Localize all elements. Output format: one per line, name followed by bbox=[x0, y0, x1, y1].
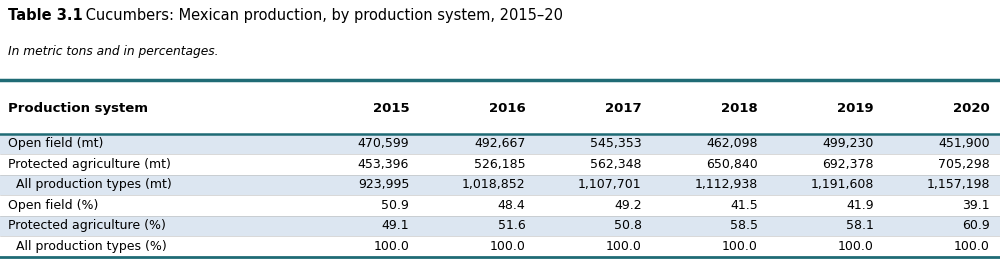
Text: 451,900: 451,900 bbox=[938, 137, 990, 150]
Text: 650,840: 650,840 bbox=[706, 158, 758, 171]
Bar bbox=[0, 195, 1000, 216]
Text: In metric tons and in percentages.: In metric tons and in percentages. bbox=[8, 45, 218, 58]
Text: 1,018,852: 1,018,852 bbox=[462, 178, 525, 192]
Text: Cucumbers: Mexican production, by production system, 2015–20: Cucumbers: Mexican production, by produc… bbox=[81, 8, 563, 23]
Text: 51.6: 51.6 bbox=[498, 220, 525, 232]
Text: 453,396: 453,396 bbox=[358, 158, 409, 171]
Text: Production system: Production system bbox=[8, 102, 148, 114]
Text: 41.5: 41.5 bbox=[730, 199, 758, 212]
Text: 60.9: 60.9 bbox=[962, 220, 990, 232]
Text: 1,191,608: 1,191,608 bbox=[810, 178, 874, 192]
Text: Protected agriculture (%): Protected agriculture (%) bbox=[8, 220, 166, 232]
Text: 58.1: 58.1 bbox=[846, 220, 874, 232]
Bar bbox=[0, 175, 1000, 195]
Text: 562,348: 562,348 bbox=[590, 158, 642, 171]
Text: All production types (mt): All production types (mt) bbox=[8, 178, 172, 192]
Text: 49.2: 49.2 bbox=[614, 199, 642, 212]
Text: 2018: 2018 bbox=[721, 102, 758, 114]
Text: 100.0: 100.0 bbox=[954, 240, 990, 253]
Bar bbox=[0, 134, 1000, 154]
Text: 1,107,701: 1,107,701 bbox=[578, 178, 642, 192]
Text: 100.0: 100.0 bbox=[489, 240, 525, 253]
Text: 2019: 2019 bbox=[837, 102, 874, 114]
Text: 58.5: 58.5 bbox=[730, 220, 758, 232]
Text: 100.0: 100.0 bbox=[373, 240, 409, 253]
Text: 526,185: 526,185 bbox=[474, 158, 525, 171]
Text: 692,378: 692,378 bbox=[822, 158, 874, 171]
Bar bbox=[0, 236, 1000, 257]
Text: 48.4: 48.4 bbox=[498, 199, 525, 212]
Text: 2020: 2020 bbox=[953, 102, 990, 114]
Text: 2017: 2017 bbox=[605, 102, 642, 114]
Text: All production types (%): All production types (%) bbox=[8, 240, 167, 253]
Text: 49.1: 49.1 bbox=[382, 220, 409, 232]
Text: 1,112,938: 1,112,938 bbox=[694, 178, 758, 192]
Text: Protected agriculture (mt): Protected agriculture (mt) bbox=[8, 158, 171, 171]
Text: Open field (%): Open field (%) bbox=[8, 199, 98, 212]
Bar bbox=[0, 216, 1000, 236]
Text: 2015: 2015 bbox=[373, 102, 409, 114]
Text: Table 3.1: Table 3.1 bbox=[8, 8, 83, 23]
Text: 100.0: 100.0 bbox=[606, 240, 642, 253]
Text: 50.8: 50.8 bbox=[614, 220, 642, 232]
Text: 923,995: 923,995 bbox=[358, 178, 409, 192]
Text: 39.1: 39.1 bbox=[962, 199, 990, 212]
Bar bbox=[0, 83, 1000, 134]
Text: 499,230: 499,230 bbox=[822, 137, 874, 150]
Text: 50.9: 50.9 bbox=[381, 199, 409, 212]
Text: 41.9: 41.9 bbox=[846, 199, 874, 212]
Text: 462,098: 462,098 bbox=[706, 137, 758, 150]
Text: 492,667: 492,667 bbox=[474, 137, 525, 150]
Bar bbox=[0, 154, 1000, 175]
Text: 2016: 2016 bbox=[489, 102, 525, 114]
Text: 1,157,198: 1,157,198 bbox=[926, 178, 990, 192]
Text: 705,298: 705,298 bbox=[938, 158, 990, 171]
Text: 545,353: 545,353 bbox=[590, 137, 642, 150]
Text: 470,599: 470,599 bbox=[358, 137, 409, 150]
Text: 100.0: 100.0 bbox=[838, 240, 874, 253]
Text: 100.0: 100.0 bbox=[722, 240, 758, 253]
Text: Open field (mt): Open field (mt) bbox=[8, 137, 103, 150]
